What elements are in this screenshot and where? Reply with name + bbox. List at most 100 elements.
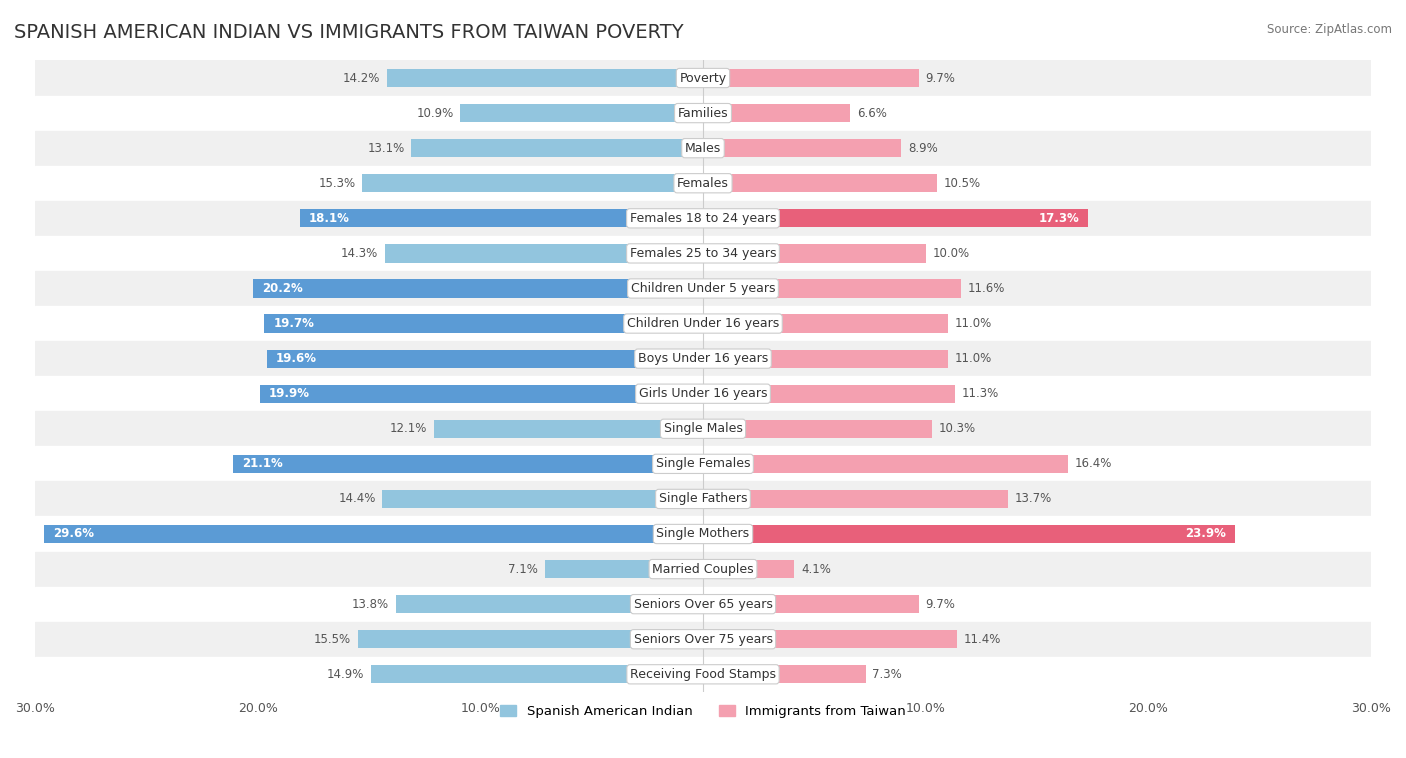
Bar [35,306,1371,341]
Bar [35,587,1371,622]
Text: 13.1%: 13.1% [367,142,405,155]
Bar [703,384,955,402]
Text: 21.1%: 21.1% [242,457,283,471]
Bar [703,69,920,87]
Text: 8.9%: 8.9% [908,142,938,155]
Text: 15.3%: 15.3% [319,177,356,190]
Text: 11.0%: 11.0% [955,352,991,365]
Bar [35,656,1371,692]
Bar [44,525,703,543]
Text: 19.9%: 19.9% [269,387,309,400]
Bar [703,525,1236,543]
Bar [35,341,1371,376]
Text: Children Under 5 years: Children Under 5 years [631,282,775,295]
Bar [703,666,866,684]
Text: 13.7%: 13.7% [1015,493,1052,506]
Text: 10.9%: 10.9% [416,107,454,120]
Bar [253,280,703,298]
Bar [363,174,703,193]
Text: 10.5%: 10.5% [943,177,980,190]
Text: 14.2%: 14.2% [343,71,380,85]
Bar [460,104,703,122]
Text: 11.6%: 11.6% [967,282,1005,295]
Text: 20.2%: 20.2% [262,282,302,295]
Text: Source: ZipAtlas.com: Source: ZipAtlas.com [1267,23,1392,36]
Bar [359,630,703,648]
Text: Single Females: Single Females [655,457,751,471]
Bar [35,412,1371,446]
Text: Single Males: Single Males [664,422,742,435]
Bar [35,376,1371,412]
Bar [703,455,1069,473]
Bar [412,139,703,158]
Text: 15.5%: 15.5% [314,633,352,646]
Text: 29.6%: 29.6% [53,528,94,540]
Text: 16.4%: 16.4% [1076,457,1112,471]
Legend: Spanish American Indian, Immigrants from Taiwan: Spanish American Indian, Immigrants from… [495,700,911,723]
Text: 19.7%: 19.7% [273,317,314,330]
Bar [433,420,703,438]
Bar [260,384,703,402]
Text: 10.0%: 10.0% [932,247,970,260]
Bar [299,209,703,227]
Text: 14.9%: 14.9% [328,668,364,681]
Bar [35,130,1371,166]
Text: 23.9%: 23.9% [1185,528,1226,540]
Text: Males: Males [685,142,721,155]
Bar [703,174,936,193]
Bar [703,560,794,578]
Bar [703,349,948,368]
Bar [385,244,703,262]
Text: 18.1%: 18.1% [309,211,350,225]
Text: Females 18 to 24 years: Females 18 to 24 years [630,211,776,225]
Bar [703,209,1088,227]
Text: 7.3%: 7.3% [872,668,903,681]
Bar [387,69,703,87]
Bar [35,622,1371,656]
Text: 14.4%: 14.4% [339,493,375,506]
Text: Receiving Food Stamps: Receiving Food Stamps [630,668,776,681]
Text: 13.8%: 13.8% [352,597,389,611]
Bar [371,666,703,684]
Bar [35,96,1371,130]
Text: Poverty: Poverty [679,71,727,85]
Text: 11.4%: 11.4% [963,633,1001,646]
Bar [546,560,703,578]
Bar [35,552,1371,587]
Text: Seniors Over 75 years: Seniors Over 75 years [634,633,772,646]
Text: Females: Females [678,177,728,190]
Text: 9.7%: 9.7% [925,71,956,85]
Bar [35,446,1371,481]
Bar [35,516,1371,552]
Bar [264,315,703,333]
Text: 17.3%: 17.3% [1039,211,1080,225]
Text: 4.1%: 4.1% [801,562,831,575]
Bar [233,455,703,473]
Text: Children Under 16 years: Children Under 16 years [627,317,779,330]
Bar [703,280,962,298]
Text: Seniors Over 65 years: Seniors Over 65 years [634,597,772,611]
Text: 14.3%: 14.3% [340,247,378,260]
Text: Single Fathers: Single Fathers [659,493,747,506]
Text: 11.3%: 11.3% [962,387,998,400]
Bar [703,490,1008,508]
Bar [35,481,1371,516]
Text: Single Mothers: Single Mothers [657,528,749,540]
Text: 10.3%: 10.3% [939,422,976,435]
Bar [267,349,703,368]
Bar [35,201,1371,236]
Text: Boys Under 16 years: Boys Under 16 years [638,352,768,365]
Text: 7.1%: 7.1% [509,562,538,575]
Text: 12.1%: 12.1% [389,422,427,435]
Text: 11.0%: 11.0% [955,317,991,330]
Bar [382,490,703,508]
Bar [703,315,948,333]
Bar [35,236,1371,271]
Bar [35,271,1371,306]
Bar [703,104,851,122]
Text: SPANISH AMERICAN INDIAN VS IMMIGRANTS FROM TAIWAN POVERTY: SPANISH AMERICAN INDIAN VS IMMIGRANTS FR… [14,23,683,42]
Text: Girls Under 16 years: Girls Under 16 years [638,387,768,400]
Bar [703,420,932,438]
Text: 9.7%: 9.7% [925,597,956,611]
Text: Married Couples: Married Couples [652,562,754,575]
